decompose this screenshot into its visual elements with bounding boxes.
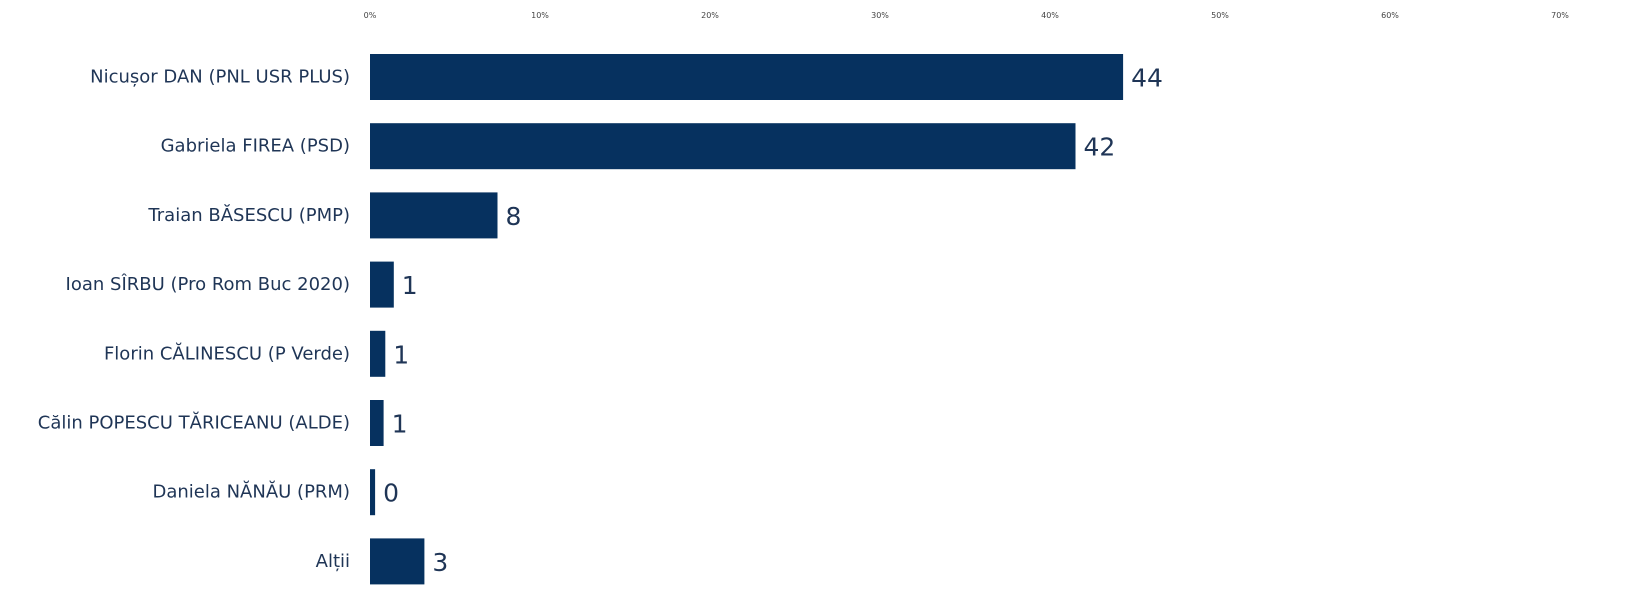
x-axis-ticks: 0% 10% 20% 30% 40% 50% 60% 70% bbox=[364, 11, 1570, 20]
value-label: 8 bbox=[506, 202, 522, 231]
category-label: Alții bbox=[316, 551, 350, 572]
value-label: 42 bbox=[1084, 133, 1116, 162]
x-tick-label: 40% bbox=[1041, 11, 1059, 20]
bar-row: Ioan SÎRBU (Pro Rom Buc 2020) 1 bbox=[66, 261, 418, 308]
category-label: Florin CĂLINESCU (P Verde) bbox=[104, 342, 350, 364]
bar bbox=[370, 261, 394, 308]
value-label: 1 bbox=[392, 410, 408, 439]
category-label: Nicușor DAN (PNL USR PLUS) bbox=[90, 67, 350, 88]
value-label: 44 bbox=[1131, 64, 1163, 93]
x-tick-label: 0% bbox=[364, 11, 377, 20]
category-label: Daniela NĂNĂU (PRM) bbox=[152, 481, 350, 503]
bar-row: Alții 3 bbox=[316, 538, 448, 585]
bar bbox=[370, 54, 1124, 100]
x-tick-label: 30% bbox=[871, 11, 889, 20]
x-tick-label: 60% bbox=[1381, 11, 1399, 20]
bar-row: Traian BĂSESCU (PMP) 8 bbox=[147, 192, 522, 239]
bar bbox=[370, 400, 384, 446]
value-label: 1 bbox=[402, 271, 418, 300]
bar bbox=[370, 538, 425, 585]
category-label: Gabriela FIREA (PSD) bbox=[161, 136, 350, 157]
category-label: Traian BĂSESCU (PMP) bbox=[147, 204, 350, 226]
bar-row: Călin POPESCU TĂRICEANU (ALDE) 1 bbox=[38, 400, 408, 446]
value-label: 1 bbox=[393, 340, 409, 369]
x-tick-label: 70% bbox=[1551, 11, 1569, 20]
bar-row: Florin CĂLINESCU (P Verde) 1 bbox=[104, 330, 409, 377]
category-label: Călin POPESCU TĂRICEANU (ALDE) bbox=[38, 412, 350, 434]
category-label: Ioan SÎRBU (Pro Rom Buc 2020) bbox=[66, 273, 350, 295]
bar bbox=[370, 123, 1076, 170]
bar bbox=[370, 192, 498, 239]
value-label: 3 bbox=[432, 548, 448, 577]
bar bbox=[370, 330, 386, 377]
x-tick-label: 20% bbox=[701, 11, 719, 20]
value-label: 0 bbox=[383, 479, 399, 508]
bar-row: Nicușor DAN (PNL USR PLUS) 44 bbox=[90, 54, 1163, 100]
bar bbox=[370, 469, 376, 516]
x-tick-label: 10% bbox=[531, 11, 549, 20]
bar-row: Gabriela FIREA (PSD) 42 bbox=[161, 123, 1116, 170]
bar-row: Daniela NĂNĂU (PRM) 0 bbox=[152, 469, 399, 516]
x-tick-label: 50% bbox=[1211, 11, 1229, 20]
